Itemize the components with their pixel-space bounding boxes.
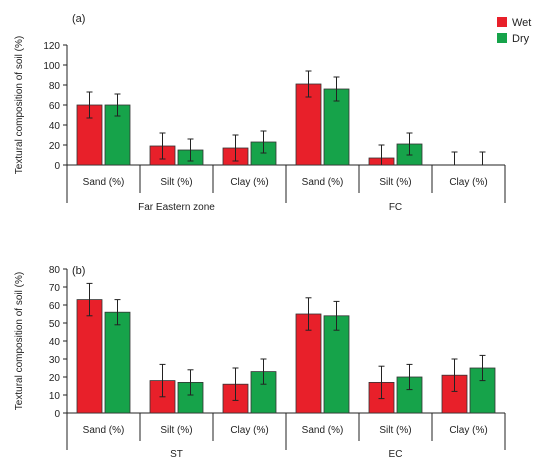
y-tick-label: 80 xyxy=(49,265,61,276)
y-tick-label: 60 xyxy=(49,101,61,112)
y-tick-label: 10 xyxy=(49,391,61,402)
chart-panel-a: 0 20 40 60 80 100 120 Textural composition of s… xyxy=(14,13,506,213)
y-axis-label: Textural composition of soil (%) xyxy=(14,272,25,410)
y-tick-label: 70 xyxy=(49,283,61,294)
category-label: Silt (%) xyxy=(379,425,411,436)
legend-label-wet: Wet xyxy=(512,17,531,29)
group-label: EC xyxy=(389,449,403,460)
bar-dry xyxy=(323,88,350,166)
y-axis-label: Textural composition of soil (%) xyxy=(14,36,25,174)
y-tick-label: 20 xyxy=(49,141,61,152)
category-label: Silt (%) xyxy=(160,425,192,436)
legend-swatch-wet xyxy=(497,17,507,27)
legend-label-dry: Dry xyxy=(512,33,530,45)
panel-label: (a) xyxy=(72,13,85,25)
y-tick-label: 80 xyxy=(49,81,61,92)
category-label: Silt (%) xyxy=(379,177,411,188)
group-label: ST xyxy=(170,449,183,460)
category-label: Clay (%) xyxy=(449,177,487,188)
y-tick-label: 0 xyxy=(54,161,60,172)
bar-wet xyxy=(76,299,103,414)
category-label: Sand (%) xyxy=(302,177,344,188)
y-tick-label: 40 xyxy=(49,337,61,348)
group-label: FC xyxy=(389,202,402,213)
panel-label: (b) xyxy=(72,265,85,277)
bar-dry xyxy=(323,315,350,414)
legend: Wet Dry xyxy=(497,17,531,45)
y-tick-label: 0 xyxy=(54,409,60,420)
legend-swatch-dry xyxy=(497,33,507,43)
chart-panel-b: 0 10 20 30 40 50 60 70 80 Textural composition of… xyxy=(14,265,506,460)
category-label: Clay (%) xyxy=(230,425,268,436)
bar-dry xyxy=(104,311,131,414)
category-label: Sand (%) xyxy=(302,425,344,436)
y-tick-label: 60 xyxy=(49,301,61,312)
y-tick-label: 30 xyxy=(49,355,61,366)
category-label: Silt (%) xyxy=(160,177,192,188)
category-label: Sand (%) xyxy=(83,425,125,436)
category-label: Sand (%) xyxy=(83,177,125,188)
y-tick-label: 120 xyxy=(43,41,60,52)
y-tick-label: 100 xyxy=(43,61,60,72)
y-tick-label: 50 xyxy=(49,319,61,330)
group-label: Far Eastern zone xyxy=(138,202,215,213)
category-label: Clay (%) xyxy=(449,425,487,436)
y-tick-label: 20 xyxy=(49,373,61,384)
category-label: Clay (%) xyxy=(230,177,268,188)
y-tick-label: 40 xyxy=(49,121,61,132)
bar-wet xyxy=(76,104,103,166)
